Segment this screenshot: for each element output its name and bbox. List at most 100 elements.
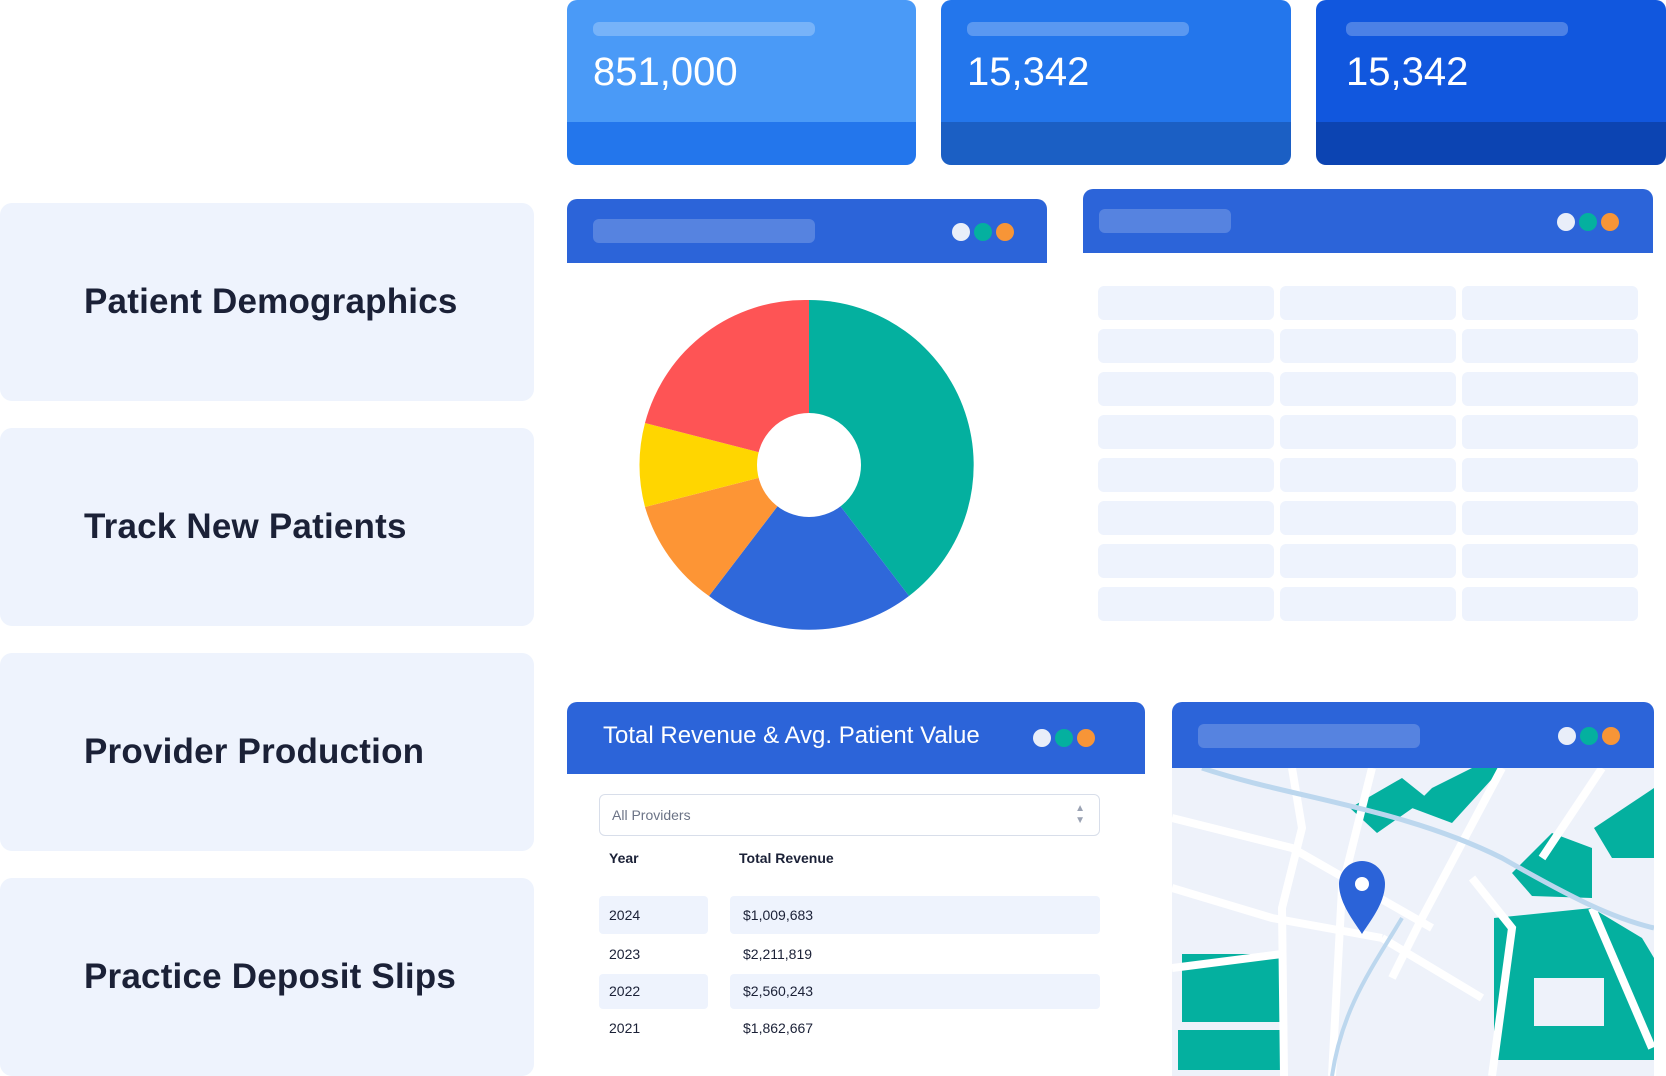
window-dot-icon[interactable] bbox=[1557, 213, 1575, 231]
donut-slice-blue[interactable] bbox=[709, 465, 909, 630]
table-cell-placeholder bbox=[1098, 501, 1274, 535]
revenue-row-value: $2,211,819 bbox=[743, 946, 813, 962]
table-cell-placeholder bbox=[1280, 286, 1456, 320]
map-panel-header bbox=[1172, 702, 1654, 768]
window-dot-icon[interactable] bbox=[996, 223, 1014, 241]
revenue-row-value: $2,560,243 bbox=[743, 983, 814, 999]
revenue-row-year: 2024 bbox=[609, 907, 641, 923]
feature-card-provider-production[interactable]: Provider Production bbox=[0, 653, 534, 851]
table-cell-placeholder bbox=[1280, 415, 1456, 449]
window-dot-icon[interactable] bbox=[974, 223, 992, 241]
revenue-panel-header: Total Revenue & Avg. Patient Value bbox=[567, 702, 1145, 774]
table-cell-placeholder bbox=[1462, 329, 1638, 363]
revenue-panel-title: Total Revenue & Avg. Patient Value bbox=[603, 722, 980, 749]
column-header-year: Year bbox=[609, 850, 639, 866]
table-cell-placeholder bbox=[1462, 501, 1638, 535]
stat-card-2: 15,342 bbox=[941, 0, 1291, 165]
row-highlight bbox=[599, 896, 708, 934]
window-controls bbox=[952, 223, 1014, 241]
map-inner-block bbox=[1534, 978, 1604, 1026]
donut-hole bbox=[757, 413, 861, 517]
row-highlight bbox=[599, 974, 708, 1009]
window-dot-icon[interactable] bbox=[1558, 727, 1576, 745]
panel-title-placeholder bbox=[1099, 209, 1231, 233]
map-parcel bbox=[1350, 778, 1427, 833]
map-parcel bbox=[1412, 768, 1502, 823]
panel-title-placeholder bbox=[593, 219, 815, 243]
window-dot-icon[interactable] bbox=[1580, 727, 1598, 745]
stat-label-placeholder bbox=[593, 22, 815, 36]
table-cell-placeholder bbox=[1098, 458, 1274, 492]
table-cell-placeholder bbox=[1462, 458, 1638, 492]
window-controls bbox=[1558, 727, 1620, 745]
table-cell-placeholder bbox=[1280, 372, 1456, 406]
map-view[interactable] bbox=[1172, 768, 1654, 1076]
map-river bbox=[1201, 768, 1654, 931]
window-dot-icon[interactable] bbox=[1033, 729, 1051, 747]
donut-slice-red[interactable] bbox=[645, 299, 809, 465]
feature-label: Patient Demographics bbox=[84, 282, 458, 321]
table-cell-placeholder bbox=[1098, 329, 1274, 363]
map-parcel bbox=[1512, 833, 1592, 898]
revenue-row-year: 2022 bbox=[609, 983, 641, 999]
window-dot-icon[interactable] bbox=[952, 223, 970, 241]
revenue-row-year: 2021 bbox=[609, 1020, 641, 1036]
feature-label: Track New Patients bbox=[84, 507, 407, 546]
table-cell-placeholder bbox=[1280, 587, 1456, 621]
feature-card-patient-demographics[interactable]: Patient Demographics bbox=[0, 203, 534, 401]
select-chevron-icon: ▲ ▼ bbox=[1075, 803, 1085, 826]
table-cell-placeholder bbox=[1462, 286, 1638, 320]
window-dot-icon[interactable] bbox=[1077, 729, 1095, 747]
window-controls bbox=[1033, 729, 1095, 747]
map-pin-icon[interactable] bbox=[1339, 861, 1385, 934]
window-dot-icon[interactable] bbox=[1601, 213, 1619, 231]
window-dot-icon[interactable] bbox=[1055, 729, 1073, 747]
table-cell-placeholder bbox=[1098, 544, 1274, 578]
window-controls bbox=[1557, 213, 1619, 231]
pie-panel-header bbox=[567, 199, 1047, 263]
provider-select-value: All Providers bbox=[612, 807, 691, 823]
table-cell-placeholder bbox=[1280, 329, 1456, 363]
feature-card-track-new-patients[interactable]: Track New Patients bbox=[0, 428, 534, 626]
table-cell-placeholder bbox=[1280, 501, 1456, 535]
map-parcel bbox=[1594, 788, 1654, 858]
table-cell-placeholder bbox=[1098, 587, 1274, 621]
feature-label: Practice Deposit Slips bbox=[84, 957, 457, 996]
table-cell-placeholder bbox=[1098, 415, 1274, 449]
panel-title-placeholder bbox=[1198, 724, 1420, 748]
donut-chart bbox=[639, 299, 974, 630]
table-cell-placeholder bbox=[1462, 587, 1638, 621]
row-highlight bbox=[730, 974, 1100, 1009]
stat-card-3: 15,342 bbox=[1316, 0, 1666, 165]
revenue-row-value: $1,009,683 bbox=[743, 907, 814, 923]
stat-value: 15,342 bbox=[1346, 50, 1469, 94]
map-roads bbox=[1172, 768, 1654, 1076]
revenue-row-value: $1,862,667 bbox=[743, 1020, 814, 1036]
feature-label: Provider Production bbox=[84, 732, 425, 771]
table-cell-placeholder bbox=[1280, 458, 1456, 492]
row-highlight bbox=[730, 896, 1100, 934]
map-parcel bbox=[1178, 1030, 1280, 1070]
table-cell-placeholder bbox=[1098, 372, 1274, 406]
table-cell-placeholder bbox=[1462, 415, 1638, 449]
column-header-revenue: Total Revenue bbox=[739, 850, 834, 866]
stat-label-placeholder bbox=[1346, 22, 1568, 36]
table-cell-placeholder bbox=[1280, 544, 1456, 578]
donut-slice-teal[interactable] bbox=[809, 300, 974, 596]
table-cell-placeholder bbox=[1462, 372, 1638, 406]
table-cell-placeholder bbox=[1462, 544, 1638, 578]
feature-card-practice-deposit-slips[interactable]: Practice Deposit Slips bbox=[0, 878, 534, 1076]
table-panel-header bbox=[1083, 189, 1653, 253]
revenue-row-year: 2023 bbox=[609, 946, 641, 962]
window-dot-icon[interactable] bbox=[1602, 727, 1620, 745]
table-cell-placeholder bbox=[1098, 286, 1274, 320]
donut-slice-orange[interactable] bbox=[645, 465, 809, 596]
donut-slice-yellow[interactable] bbox=[639, 423, 809, 507]
stat-value: 851,000 bbox=[593, 50, 738, 94]
window-dot-icon[interactable] bbox=[1579, 213, 1597, 231]
stat-card-1: 851,000 bbox=[567, 0, 916, 165]
provider-select[interactable]: All Providers ▲ ▼ bbox=[599, 794, 1100, 836]
stat-value: 15,342 bbox=[967, 50, 1090, 94]
stat-label-placeholder bbox=[967, 22, 1189, 36]
